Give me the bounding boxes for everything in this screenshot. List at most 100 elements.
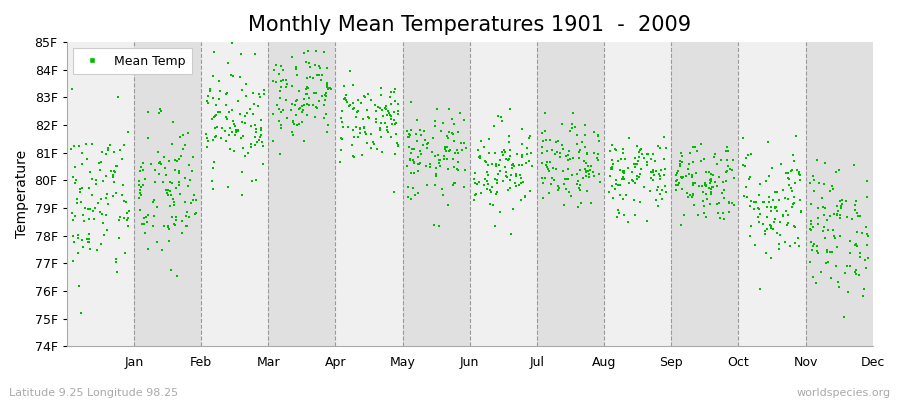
Point: [274, 84, 288, 91]
Point: [445, 116, 459, 122]
Point: [467, 196, 482, 203]
Point: [205, 136, 220, 143]
Point: [564, 172, 579, 178]
Point: [436, 192, 450, 198]
Point: [225, 39, 239, 46]
Point: [172, 179, 186, 186]
Point: [820, 247, 834, 253]
Point: [380, 124, 394, 130]
Point: [786, 152, 800, 158]
Point: [536, 195, 551, 201]
Point: [447, 180, 462, 186]
Point: [832, 284, 847, 291]
Point: [68, 180, 82, 186]
Point: [165, 213, 179, 220]
Point: [572, 186, 587, 193]
Point: [584, 200, 598, 206]
Point: [94, 149, 109, 156]
Point: [364, 131, 379, 137]
Point: [467, 176, 482, 182]
Point: [508, 172, 523, 179]
Point: [572, 182, 587, 188]
Point: [148, 167, 163, 173]
Point: [472, 154, 487, 160]
Point: [804, 239, 818, 245]
Point: [727, 202, 742, 208]
Point: [146, 223, 160, 230]
Point: [182, 162, 196, 168]
Point: [702, 168, 716, 175]
Point: [292, 88, 306, 94]
Point: [110, 163, 124, 170]
Point: [641, 151, 655, 157]
Point: [442, 129, 456, 136]
Point: [744, 197, 759, 204]
Point: [292, 120, 306, 127]
Point: [579, 173, 593, 179]
Point: [605, 182, 619, 189]
Point: [753, 286, 768, 292]
Point: [309, 48, 323, 54]
Point: [591, 151, 606, 158]
Point: [153, 159, 167, 166]
Point: [834, 203, 849, 210]
Point: [647, 158, 662, 164]
Point: [541, 166, 555, 172]
Point: [810, 248, 824, 255]
Point: [691, 212, 706, 218]
Point: [93, 167, 107, 174]
Point: [381, 129, 395, 136]
Point: [850, 242, 865, 249]
Point: [410, 117, 425, 123]
Point: [697, 203, 711, 209]
Point: [633, 147, 647, 153]
Point: [488, 223, 502, 229]
Point: [510, 151, 525, 157]
Point: [94, 240, 108, 247]
Point: [90, 247, 104, 253]
Point: [652, 191, 667, 198]
Point: [133, 164, 148, 171]
Point: [369, 146, 383, 153]
Point: [718, 148, 733, 154]
Point: [120, 210, 134, 216]
Point: [244, 144, 258, 150]
Point: [438, 146, 453, 152]
Point: [561, 175, 575, 182]
Point: [535, 174, 549, 181]
Point: [549, 149, 563, 155]
Point: [555, 146, 570, 152]
Point: [222, 125, 237, 131]
Point: [643, 188, 657, 194]
Point: [752, 206, 766, 212]
Point: [323, 85, 338, 91]
Point: [356, 115, 371, 122]
Point: [514, 175, 528, 182]
Point: [566, 109, 580, 116]
Point: [838, 270, 852, 276]
Point: [297, 102, 311, 108]
Point: [140, 108, 155, 115]
Point: [226, 73, 240, 79]
Point: [785, 203, 799, 210]
Point: [582, 167, 597, 173]
Point: [70, 196, 85, 202]
Point: [160, 190, 175, 196]
Bar: [336, 42, 402, 346]
Point: [320, 80, 334, 87]
Point: [669, 187, 683, 193]
Point: [725, 167, 740, 173]
Point: [441, 135, 455, 142]
Point: [369, 116, 383, 123]
Point: [837, 313, 851, 320]
Point: [257, 91, 272, 98]
Point: [855, 230, 869, 236]
Point: [656, 134, 670, 140]
Point: [844, 216, 859, 222]
Point: [178, 142, 193, 148]
Point: [825, 186, 840, 192]
Point: [833, 198, 848, 204]
Point: [438, 148, 453, 154]
Point: [132, 182, 147, 188]
Point: [157, 223, 171, 229]
